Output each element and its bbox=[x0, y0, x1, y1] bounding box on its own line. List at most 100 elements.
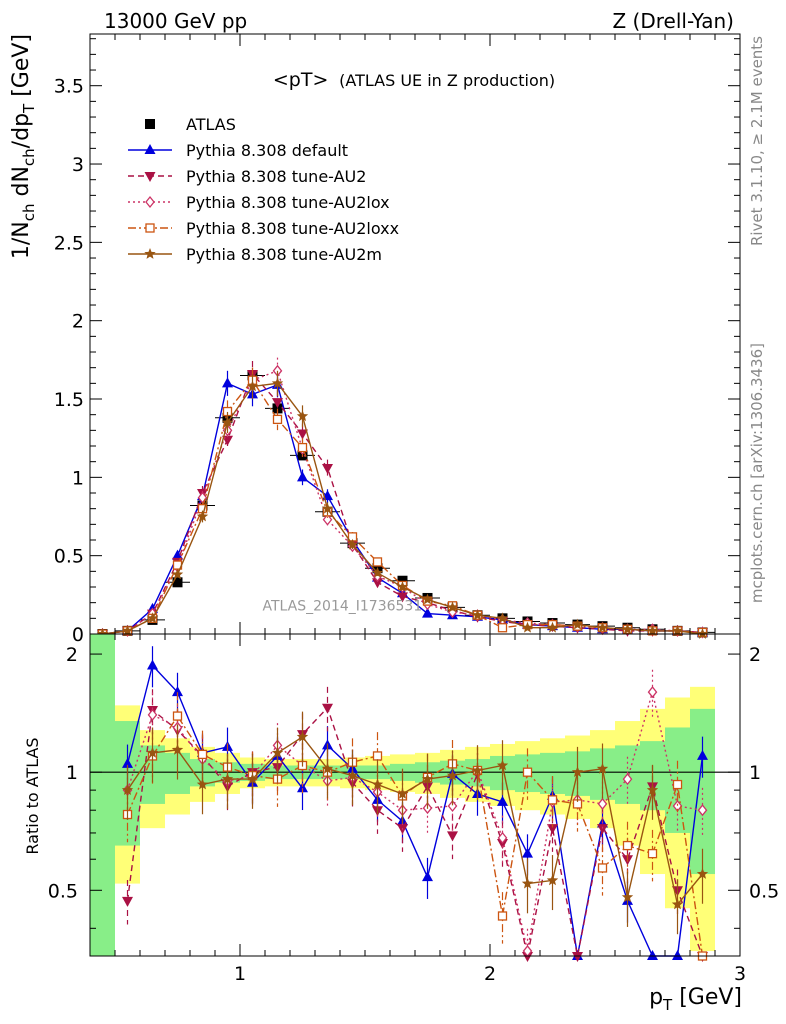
main-point bbox=[221, 416, 234, 428]
ratio-point bbox=[171, 743, 184, 755]
ratio-point bbox=[521, 877, 534, 889]
main-marks bbox=[90, 357, 715, 641]
ratio-point bbox=[121, 784, 134, 795]
legend-label: Pythia 8.308 default bbox=[186, 141, 348, 160]
ratio-point bbox=[172, 686, 183, 697]
ratio-series-4 bbox=[121, 711, 709, 935]
main-point bbox=[296, 410, 309, 422]
ratio-point bbox=[497, 795, 508, 806]
main-point bbox=[172, 549, 183, 560]
main-point bbox=[621, 623, 634, 635]
ratio-point bbox=[346, 769, 359, 781]
ratio-point bbox=[296, 730, 309, 742]
ratio-point bbox=[147, 708, 158, 721]
ratio-point bbox=[321, 762, 334, 774]
y-tick-label: 3.5 bbox=[54, 76, 84, 98]
watermark: ATLAS_2014_I1736531 bbox=[263, 599, 423, 615]
ratio-point bbox=[646, 784, 659, 795]
main-point bbox=[297, 442, 308, 453]
main-panel: 0 0.5 1 1.5 2 2.5 3 3.5 ATLAS_2014_I1736531 <pT… bbox=[9, 33, 741, 646]
legend-item: Pythia 8.308 tune-AU2m bbox=[128, 245, 382, 264]
legend-item: Pythia 8.308 tune-AU2loxx bbox=[128, 219, 399, 238]
ratio-point bbox=[671, 898, 684, 910]
ratio-point bbox=[122, 757, 133, 768]
ratio-point bbox=[622, 840, 633, 851]
main-point bbox=[372, 578, 383, 589]
legend-label: ATLAS bbox=[186, 115, 236, 134]
ratio-y-tick-label: 2 bbox=[66, 644, 78, 666]
rivet-label: Rivet 3.1.10, ≥ 2.1M events bbox=[748, 36, 766, 246]
legend-item: ATLAS bbox=[145, 115, 236, 134]
ratio-point bbox=[647, 686, 658, 699]
ratio-point bbox=[172, 711, 183, 721]
legend-marker bbox=[145, 195, 155, 209]
main-point bbox=[421, 593, 434, 605]
y-tick-label: 0.5 bbox=[54, 546, 84, 568]
ratio-point bbox=[547, 795, 558, 805]
ratio-point bbox=[697, 804, 708, 817]
main-point bbox=[172, 577, 183, 588]
main-series-5 bbox=[96, 370, 709, 639]
ratio-point bbox=[422, 871, 433, 882]
ratio-point bbox=[146, 746, 159, 758]
ratio-point bbox=[571, 766, 584, 777]
ratio-point bbox=[697, 749, 708, 760]
main-point bbox=[146, 612, 159, 624]
main-point bbox=[372, 557, 383, 567]
main-point bbox=[121, 624, 134, 636]
legend-item: Pythia 8.308 default bbox=[128, 141, 348, 160]
ratio-point bbox=[596, 762, 609, 774]
main-point bbox=[397, 592, 408, 603]
main-point bbox=[196, 510, 209, 522]
ratio-point bbox=[271, 746, 284, 758]
legend: ATLAS Pythia 8.308 default Pythia 8.308 tu… bbox=[128, 115, 399, 264]
uncertainty-band-inner bbox=[690, 708, 715, 875]
ratio-point bbox=[497, 838, 508, 849]
ratio-y-tick-label: 0.5 bbox=[48, 880, 78, 902]
ratio-bands bbox=[90, 634, 740, 956]
main-point bbox=[96, 628, 109, 639]
main-point bbox=[646, 624, 659, 636]
ratio-point bbox=[322, 703, 333, 714]
ratio-panel: 0.5 0.5 1 1 2 2 1 2 3 Ratio to ATLAS pT [GeV] bbox=[23, 633, 779, 1014]
y-axis-label: 1/Nch dNch/dpT [GeV] bbox=[9, 34, 38, 259]
ratio-point bbox=[421, 773, 434, 784]
main-point bbox=[322, 513, 333, 526]
y-tick-label: 3 bbox=[72, 154, 84, 176]
ratio-y-label: Ratio to ATLAS bbox=[23, 737, 42, 854]
main-axes: 0 0.5 1 1.5 2 2.5 3 3.5 bbox=[54, 34, 741, 646]
ratio-point bbox=[446, 769, 459, 781]
legend-marker bbox=[145, 119, 155, 129]
y-tick-label: 2.5 bbox=[54, 232, 84, 254]
main-point bbox=[596, 621, 609, 633]
legend-marker bbox=[144, 172, 156, 182]
ratio-point bbox=[497, 911, 508, 921]
legend-label: Pythia 8.308 tune-AU2loxx bbox=[186, 219, 399, 238]
ratio-series-line bbox=[126, 664, 704, 957]
main-point bbox=[521, 621, 534, 633]
ratio-point bbox=[672, 779, 683, 790]
main-point bbox=[497, 623, 508, 633]
ratio-point bbox=[696, 868, 709, 879]
ratio-point bbox=[221, 773, 234, 784]
legend-label: Pythia 8.308 tune-AU2m bbox=[186, 245, 382, 264]
header-right: Z (Drell-Yan) bbox=[612, 9, 734, 33]
ratio-axes: 0.5 0.5 1 1 2 2 1 2 3 bbox=[48, 634, 779, 985]
main-point bbox=[496, 612, 509, 624]
main-point bbox=[471, 609, 484, 621]
ratio-point bbox=[522, 847, 533, 858]
main-point bbox=[671, 624, 684, 636]
header-left: 13000 GeV pp bbox=[104, 9, 247, 33]
main-point bbox=[246, 380, 259, 392]
legend-marker bbox=[145, 223, 155, 233]
ratio-point bbox=[371, 778, 384, 790]
main-point bbox=[322, 463, 333, 474]
ratio-y-tick-label: 1 bbox=[66, 762, 78, 784]
ratio-point bbox=[122, 896, 133, 907]
ratio-point bbox=[597, 824, 608, 835]
ratio-point bbox=[297, 782, 308, 793]
x-tick-label: 1 bbox=[234, 963, 246, 985]
ratio-point bbox=[147, 659, 158, 670]
x-tick-label: 3 bbox=[734, 963, 746, 985]
